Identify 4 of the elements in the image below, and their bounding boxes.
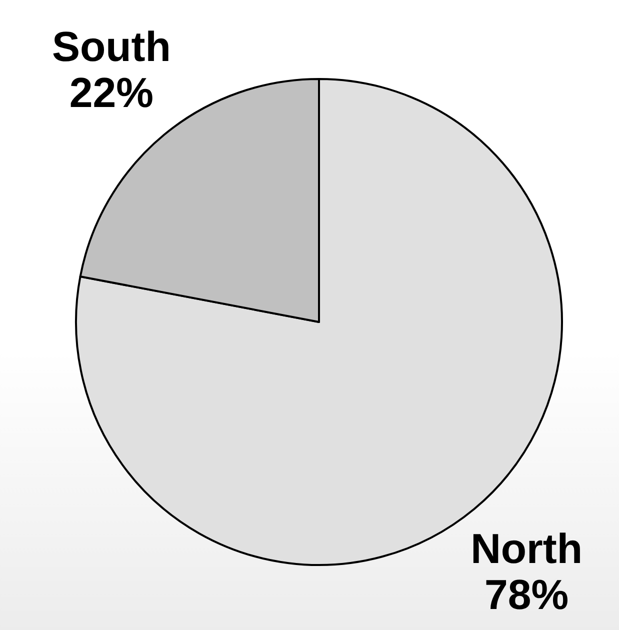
- data-label: 78%: [484, 570, 569, 618]
- data-label: 22%: [69, 69, 154, 116]
- slice-label: South: [52, 23, 171, 70]
- slice-label: North: [470, 524, 583, 572]
